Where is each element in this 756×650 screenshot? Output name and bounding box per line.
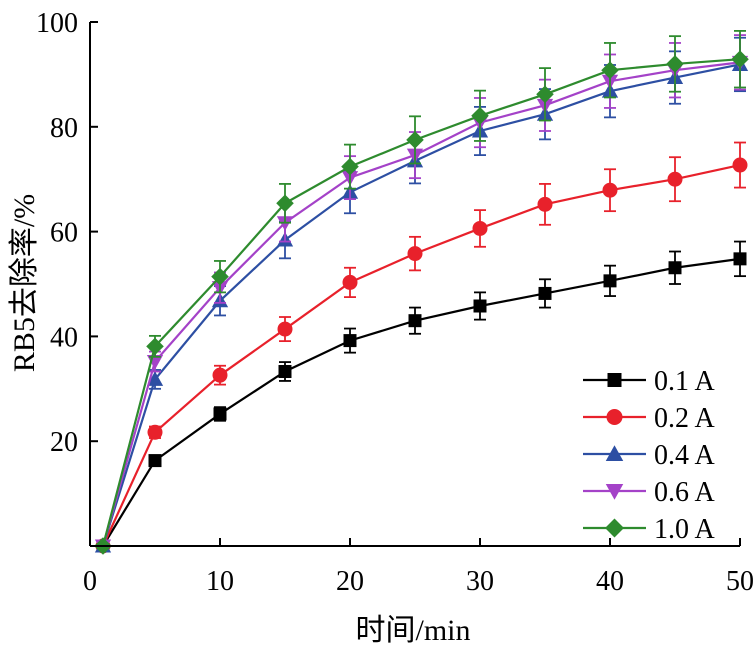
data-point	[406, 131, 424, 149]
data-point	[146, 371, 164, 386]
y-tick-label: 20	[50, 427, 78, 458]
data-point	[211, 267, 229, 286]
data-point	[733, 252, 747, 266]
legend-marker	[605, 445, 624, 461]
y-tick-label: 40	[50, 322, 78, 353]
data-point	[471, 107, 489, 125]
x-tick-label: 30	[466, 566, 494, 597]
data-point	[666, 55, 684, 73]
series-line	[101, 58, 741, 547]
series-4	[94, 30, 749, 555]
data-point	[341, 157, 359, 176]
legend-marker	[606, 409, 623, 425]
series-line	[102, 257, 741, 547]
x-tick-label: 0	[83, 566, 97, 597]
data-point	[536, 85, 554, 104]
data-point	[537, 196, 553, 212]
series-layer	[94, 30, 749, 555]
data-point	[342, 274, 358, 290]
data-point	[538, 286, 552, 300]
x-tick-label: 20	[336, 566, 364, 597]
y-tick-label: 80	[50, 113, 78, 144]
data-point	[343, 334, 357, 348]
x-tick-label: 50	[726, 566, 754, 597]
legend-marker	[605, 484, 624, 500]
data-point	[601, 61, 619, 79]
data-point	[407, 246, 423, 262]
series-3	[94, 34, 749, 555]
legend-item-1: 0.2 A	[583, 403, 715, 434]
x-tick-label: 10	[206, 566, 234, 597]
legend-label: 0.1 A	[654, 366, 715, 397]
series-line	[101, 163, 741, 547]
data-point	[146, 337, 164, 356]
data-point	[148, 454, 162, 468]
y-tick-label: 60	[50, 218, 78, 249]
x-axis-label: 时间/min	[355, 614, 470, 647]
legend-item-2: 0.4 A	[583, 440, 715, 471]
data-point	[667, 171, 683, 187]
data-point	[602, 182, 618, 198]
series-1	[95, 141, 748, 554]
x-tick-label: 40	[596, 566, 624, 597]
series-line	[101, 61, 741, 547]
data-point	[473, 299, 487, 313]
y-tick-label: 100	[36, 8, 78, 39]
data-point	[732, 157, 748, 173]
data-point	[277, 321, 293, 337]
data-point	[472, 220, 488, 236]
legend-item-4: 1.0 A	[583, 514, 715, 545]
data-point	[278, 365, 292, 379]
data-point	[731, 50, 749, 68]
data-point	[147, 424, 163, 440]
data-point	[408, 314, 422, 328]
legend-marker	[605, 518, 624, 538]
axes-layer: 0 10 20 30 40 50 20 40 60 80 100	[36, 8, 754, 597]
data-point	[212, 367, 228, 383]
data-point	[668, 261, 682, 275]
legend-item-0: 0.1 A	[583, 366, 715, 397]
legend-label: 1.0 A	[654, 514, 715, 545]
legend-label: 0.2 A	[654, 403, 715, 434]
legend-label: 0.6 A	[654, 477, 715, 508]
series-0	[96, 240, 747, 553]
legend-label: 0.4 A	[654, 440, 715, 471]
legend: 0.1 A 0.2 A 0.4 A 0.6 A 1.0 A	[583, 366, 715, 545]
data-point	[276, 194, 294, 213]
legend-marker	[607, 373, 622, 387]
legend-item-3: 0.6 A	[583, 477, 715, 508]
data-point	[213, 407, 227, 421]
data-point	[603, 274, 617, 288]
series-2	[94, 36, 749, 553]
y-axis-label: RB5去除率/%	[8, 194, 41, 372]
